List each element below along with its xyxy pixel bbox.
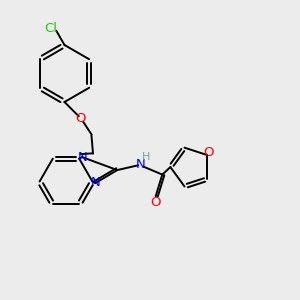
- Text: H: H: [142, 152, 150, 162]
- Text: O: O: [204, 146, 214, 159]
- Text: Cl: Cl: [44, 22, 58, 35]
- Text: N: N: [91, 176, 100, 190]
- Text: N: N: [136, 158, 146, 171]
- Text: N: N: [77, 151, 87, 164]
- Text: O: O: [76, 112, 86, 125]
- Text: O: O: [151, 196, 161, 209]
